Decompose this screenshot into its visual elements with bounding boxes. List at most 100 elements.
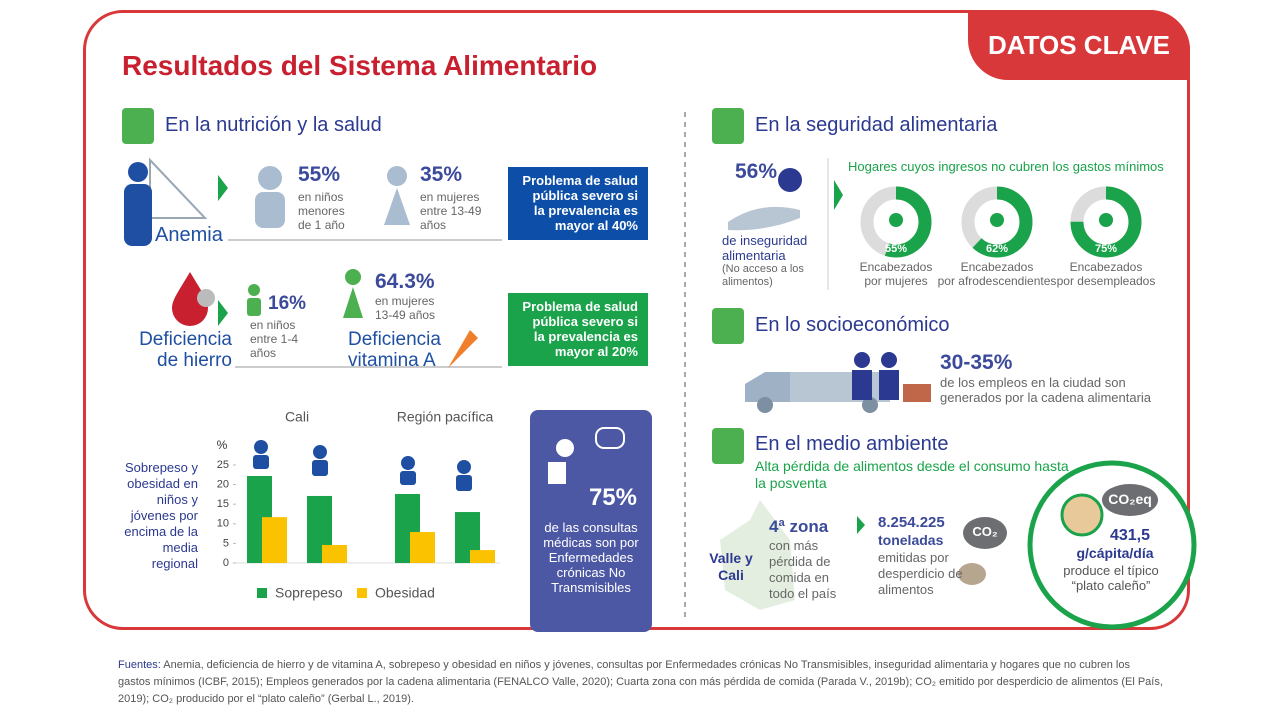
donut-arc [1070,186,1142,258]
hand-icon [728,206,800,231]
baby-icon [255,192,285,228]
stat-value: 56% [735,160,778,183]
plate-text: produce el típico “plato caleño” [1063,563,1159,593]
footer: Fuentes: Anemia, deficiencia de hierro y… [118,657,1163,708]
section-title: En lo socioeconómico [755,314,950,336]
crate-icon [903,384,931,402]
rank-text: con más pérdida de comida en todo el paí… [769,538,837,601]
arrow [218,175,228,201]
y-tick-label: 5 [223,537,229,549]
footer-text: Anemia, deficiencia de hierro y de vitam… [118,659,1163,705]
iron-label: Deficiencia de hierro [139,329,232,371]
food-pyramid [149,157,208,219]
wheel [757,397,773,413]
minus-icon [197,289,215,307]
y-tick-label: 20 [217,479,229,491]
stat-text: en mujeres 13-49 años [375,294,436,322]
truck-icon [745,372,790,402]
donut-category-line: por afrodescendientes [938,274,1057,288]
stat-text: en niños menores de 1 año [298,190,345,232]
donut-category: Encabezados por afrodescendientes [938,260,1057,288]
co2-label: CO₂ [972,524,998,539]
girl-icon [313,445,327,459]
donut-category: Encabezados por mujeres [860,260,933,288]
anemia-label: Anemia [155,224,223,246]
boy-icon [400,471,416,485]
section-title: En el medio ambiente [755,433,949,455]
patient-icon [556,439,574,457]
stat-value: 64.3% [375,270,435,293]
co2-cloud [963,517,1007,549]
plant-icon [712,428,744,464]
bar [410,532,435,563]
stat-value: 75% [588,484,637,511]
section-title: En la seguridad alimentaria [755,114,998,136]
woman-icon [345,269,361,285]
rank: 4ª zona [769,517,829,536]
person-icon [124,184,152,246]
map-icon [720,500,795,610]
legend-swatch [257,588,267,598]
footer-label: Fuentes: [118,659,161,671]
waste-unit: toneladas [878,532,944,548]
worker-icon [852,370,872,400]
donut-category: Encabezados por desempleados [1057,260,1156,288]
worker-icon [879,370,899,400]
worker-icon [854,352,870,368]
stat-note: (No acceso a los alimentos) [722,263,804,288]
arrow [218,300,228,326]
y-tick-label: 25 [217,459,229,471]
patient-icon [548,462,566,484]
health-icon [122,108,154,144]
group-label: Región pacífica [397,409,494,425]
girl-icon [457,460,471,474]
donut-arc [860,186,932,258]
worker-icon [881,352,897,368]
legend-label: Obesidad [375,585,435,601]
stat-text: de inseguridad alimentaria [722,233,808,263]
security-icon [712,108,744,144]
plate-icon [1060,493,1104,537]
stat-value: 55% [298,163,341,186]
donut-title: Hogares cuyos ingresos no cubren los gas… [848,159,1164,174]
donut-category-line: Encabezados [860,260,933,274]
boy-icon [401,456,415,470]
stat-value: 35% [420,163,463,186]
co2eq-cloud [1102,484,1158,516]
plate-unit: g/cápita/día [1076,545,1154,561]
wheel [862,397,878,413]
donut-value-label: 62% [986,243,1008,255]
donut-center [889,213,903,227]
bar [262,517,287,563]
place: Valle y Cali [709,550,753,583]
waste-icon [958,563,986,585]
y-tick-label: 15 [217,498,229,510]
plate-value: 431,5 [1109,527,1151,544]
truck-icon [790,372,890,402]
bar [322,544,347,563]
section-title: En la nutrición y la salud [165,114,382,136]
donut-category-line: por desempleados [1057,274,1156,288]
badge: DATOS CLAVE [968,10,1190,80]
boy-icon [254,440,268,454]
stat-text: de los empleos en la ciudad son generado… [940,375,1152,405]
legend-swatch [357,588,367,598]
donut-arc [961,186,1033,258]
girl-icon [456,475,472,491]
stat-value: 30-35% [940,351,1013,374]
blood-drop [172,272,208,326]
y-tick-label: 10 [217,518,229,530]
money-icon [712,308,744,344]
page-title: Resultados del Sistema Alimentario [122,50,598,81]
stat-text: de las consultas médicas son por Enferme… [543,520,639,595]
boy-icon [253,455,269,469]
baby-icon [258,166,282,190]
legend-label: Soprepeso [275,585,343,601]
bar [470,550,495,563]
child-icon [247,298,261,316]
woman-icon [384,188,410,225]
no-icon [778,168,802,192]
stat-value: 16% [268,293,307,314]
chart-title: Sobrepeso y obesidad en niños y jóvenes … [124,460,198,571]
